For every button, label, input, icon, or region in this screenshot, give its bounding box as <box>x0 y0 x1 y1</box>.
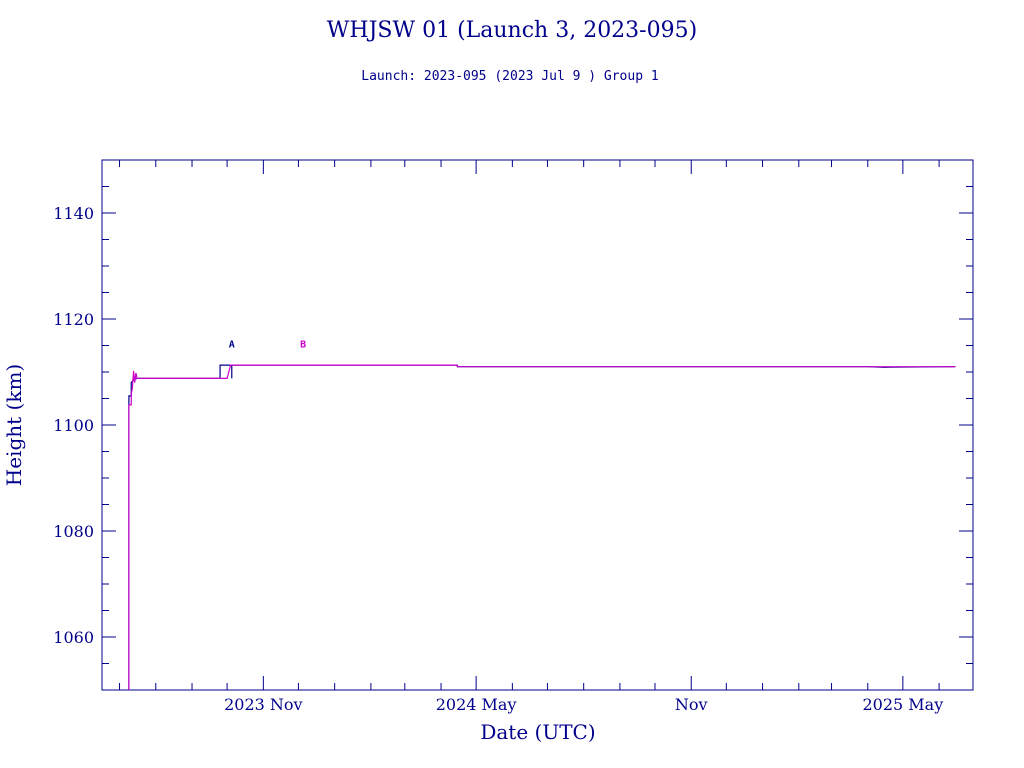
series-group <box>128 364 956 690</box>
y-tick-label: 1140 <box>53 204 94 223</box>
chart-title: WHJSW 01 (Launch 3, 2023-095) <box>327 18 697 43</box>
annotation-label: B <box>300 340 306 351</box>
y-tick-label: 1080 <box>53 522 94 541</box>
series-line-1 <box>128 364 956 690</box>
y-axis-label: Height (km) <box>2 364 26 486</box>
ticks-group: 1060 1080 1100 1120 1140 2023 Nov 2024 May Nov 2… <box>53 159 973 714</box>
y-tick-label: 1060 <box>53 628 94 647</box>
x-tick-label: Nov <box>675 695 708 714</box>
x-tick-label: 2024 May <box>436 695 517 714</box>
annotation-label: A <box>229 340 235 351</box>
x-tick-label: 2023 Nov <box>224 695 302 714</box>
series-line-2 <box>128 364 956 690</box>
x-tick-label: 2025 May <box>862 695 943 714</box>
chart-subtitle: Launch: 2023-095 (2023 Jul 9 ) Group 1 <box>361 69 658 84</box>
y-tick-label: 1120 <box>53 310 94 329</box>
y-tick-label: 1100 <box>53 416 94 435</box>
x-axis-label: Date (UTC) <box>480 720 595 744</box>
plot-frame <box>101 159 974 691</box>
